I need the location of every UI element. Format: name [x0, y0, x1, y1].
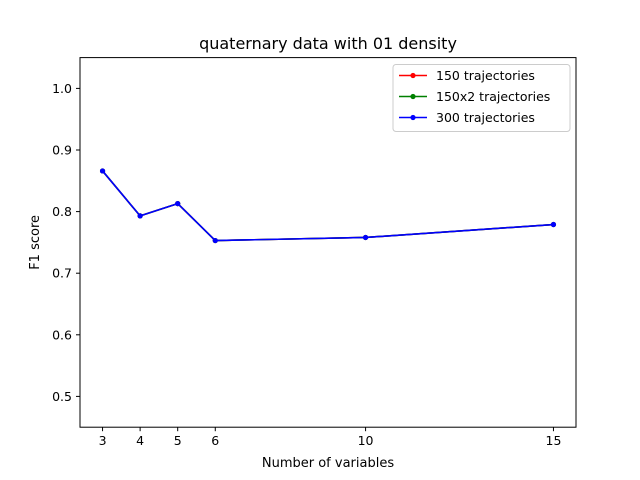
legend-marker — [410, 72, 416, 79]
y-tick-label: 0.7 — [52, 266, 72, 281]
y-axis: 0.5 0.6 0.7 0.8 0.9 1.0 — [52, 81, 80, 404]
data-point — [175, 200, 181, 207]
data-point — [212, 237, 218, 244]
data-point — [550, 221, 557, 228]
data-point — [362, 234, 369, 241]
legend: 150 trajectories 150x2 trajectories 300 tr… — [392, 64, 571, 132]
chart-title: quaternary data with 01 density — [199, 34, 457, 53]
series-line-2 — [101, 170, 554, 242]
legend-box — [392, 64, 571, 132]
x-tick-label: 5 — [174, 433, 182, 448]
x-tick-label: 10 — [358, 433, 374, 448]
legend-label: 300 trajectories — [436, 110, 535, 125]
series-layer — [99, 168, 557, 244]
x-tick-label: 4 — [136, 433, 144, 448]
y-tick-label: 0.5 — [52, 389, 72, 404]
data-point — [99, 168, 106, 174]
legend-marker — [410, 114, 416, 121]
legend-label: 150 trajectories — [436, 68, 535, 83]
legend-label: 150x2 trajectories — [436, 89, 550, 104]
y-tick-label: 1.0 — [52, 81, 72, 96]
x-axis-label: Number of variables — [262, 456, 394, 471]
data-point — [137, 213, 143, 219]
y-tick-label: 0.9 — [52, 143, 72, 158]
x-tick-label: 3 — [99, 433, 107, 448]
x-axis: 3 4 5 6 10 15 — [99, 427, 562, 448]
legend-marker — [410, 93, 416, 100]
y-tick-label: 0.6 — [52, 327, 72, 342]
x-tick-label: 15 — [546, 433, 562, 448]
x-tick-label: 6 — [211, 433, 219, 448]
y-tick-label: 0.8 — [52, 204, 72, 219]
plot-frame — [79, 57, 577, 428]
y-axis-label: F1 score — [28, 215, 43, 270]
